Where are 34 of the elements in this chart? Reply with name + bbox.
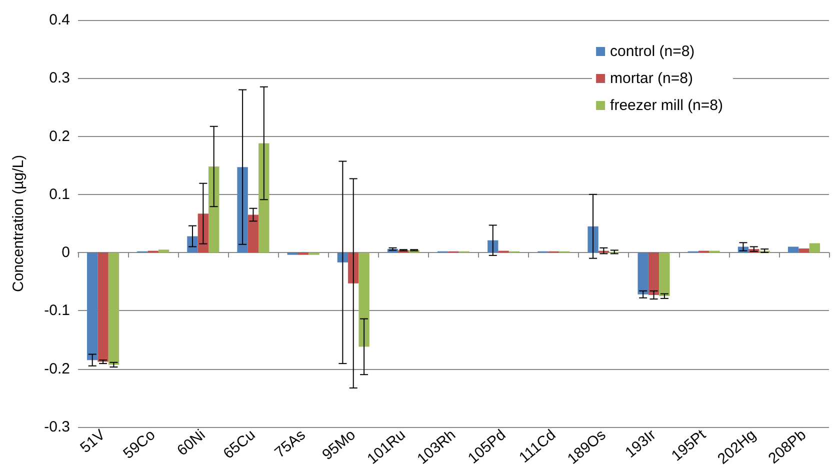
legend-label: mortar (n=8) [610, 70, 694, 87]
y-tick-label: 0 [62, 244, 70, 262]
bar [788, 246, 799, 253]
legend-label: control (n=8) [610, 43, 695, 60]
bar [809, 243, 820, 253]
bar [198, 214, 209, 253]
bar [588, 226, 598, 253]
bar [348, 252, 359, 284]
bar [248, 214, 259, 253]
bar [337, 252, 348, 262]
y-tick-label: -0.3 [44, 418, 70, 436]
bar [187, 236, 198, 253]
y-tick-label: 0.2 [49, 128, 70, 145]
bar [258, 143, 270, 253]
x-tick-label: 75As [272, 426, 309, 462]
bar [798, 248, 810, 253]
bar [208, 166, 220, 253]
y-tick-label: -0.1 [44, 302, 70, 320]
bar [648, 252, 660, 295]
bar [358, 252, 370, 347]
y-tick-label: 0.4 [49, 12, 70, 28]
y-tick-label: 0.3 [49, 70, 70, 87]
bar [108, 252, 120, 365]
bar [158, 250, 170, 253]
y-axis-title: Concentration (µg/L) [10, 154, 27, 292]
y-tick-label: -0.2 [44, 360, 70, 378]
bar [98, 252, 108, 362]
bar [87, 252, 98, 360]
legend-label: freezer mill (n=8) [610, 97, 724, 114]
x-tick-label: 51V [77, 426, 108, 457]
y-tick-label: 0.1 [49, 186, 70, 203]
bar [237, 167, 248, 253]
bar [638, 252, 648, 294]
bar [659, 252, 670, 296]
